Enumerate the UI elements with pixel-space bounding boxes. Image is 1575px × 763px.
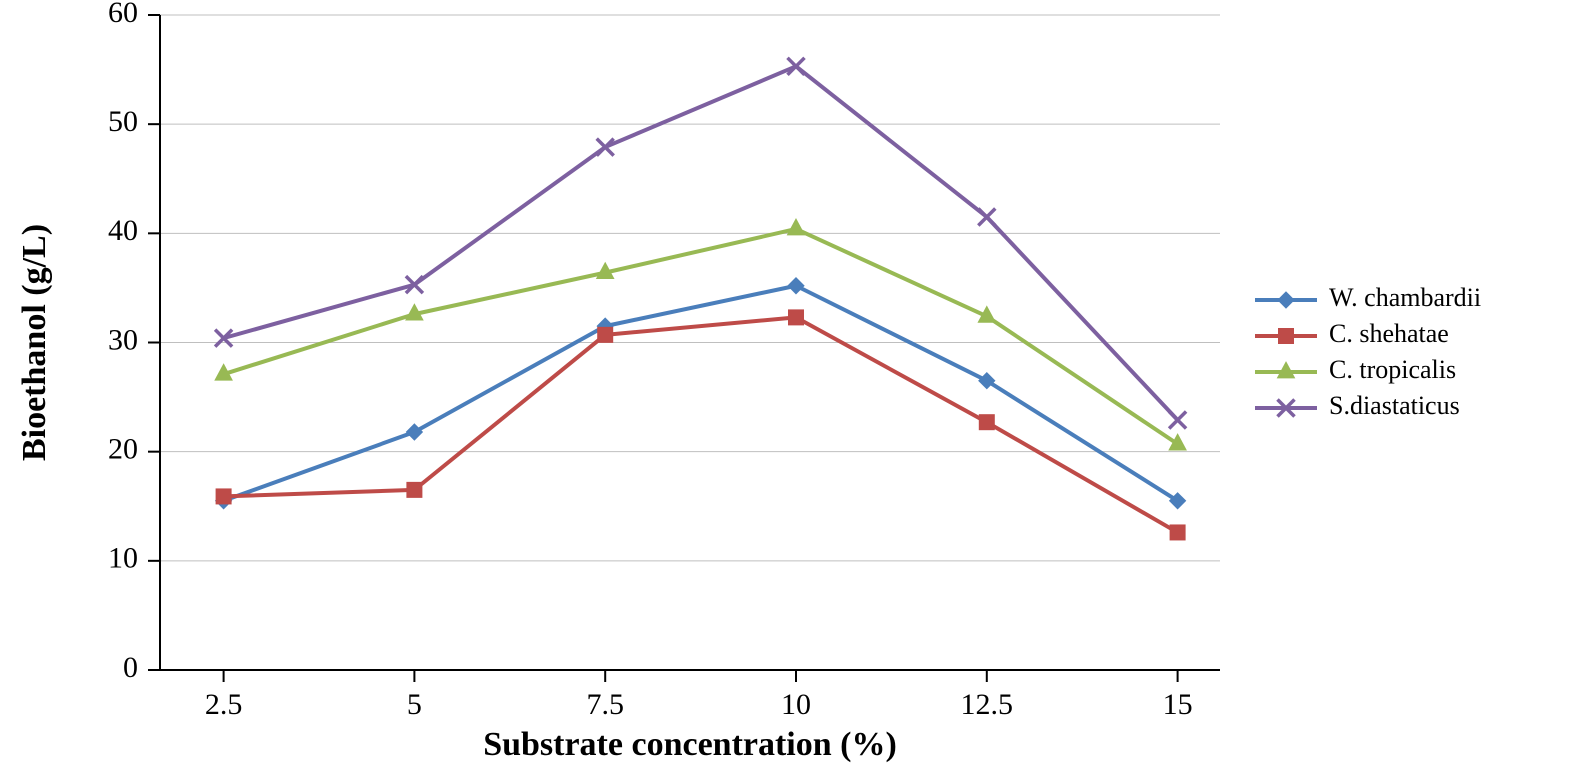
x-tick-label: 5 [407,688,422,721]
x-tick-label: 2.5 [205,688,243,721]
series-marker [407,482,422,497]
series-marker [979,415,994,430]
legend-label: C. tropicalis [1329,355,1456,384]
series-marker [1170,525,1185,540]
y-tick-label: 40 [108,214,138,247]
series-marker [789,310,804,325]
y-tick-label: 50 [108,105,138,138]
x-tick-label: 7.5 [586,688,624,721]
x-axis-label: Substrate concentration (%) [483,726,897,763]
y-tick-label: 0 [123,651,138,684]
y-axis-label: Bioethanol (g/L) [16,224,53,461]
series-marker [598,327,613,342]
legend-label: W. chambardii [1329,283,1481,312]
y-tick-label: 30 [108,323,138,356]
line-chart: 0 10 20 30 40 50 60 2.5 5 7.5 10 12.5 15 Bioethanol (… [0,0,1575,763]
x-tick-label: 12.5 [961,688,1014,721]
y-tick-label: 60 [108,0,138,29]
x-tick-label: 10 [781,688,811,721]
chart-container: 0 10 20 30 40 50 60 2.5 5 7.5 10 12.5 15 Bioethanol (… [0,0,1575,763]
y-tick-label: 20 [108,433,138,466]
y-tick-label: 10 [108,542,138,575]
legend-label: C. shehatae [1329,319,1449,348]
legend-label: S.diastaticus [1329,391,1460,420]
series-marker [1279,329,1294,344]
series-marker [216,489,231,504]
x-tick-label: 15 [1163,688,1193,721]
